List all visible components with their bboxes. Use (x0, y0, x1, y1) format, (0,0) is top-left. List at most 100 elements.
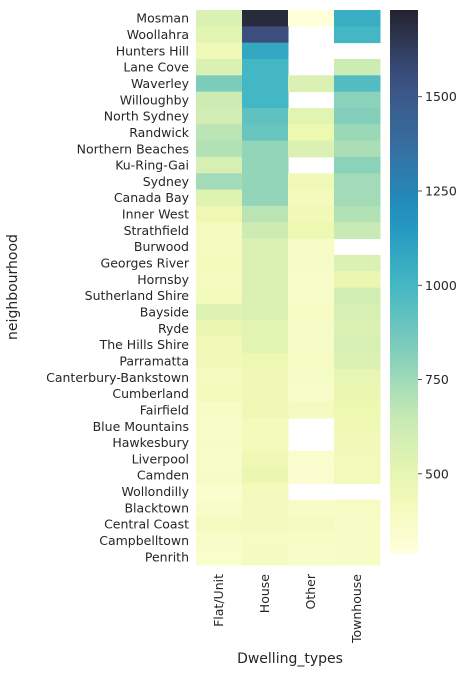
y-axis-label: neighbourhood (5, 234, 21, 340)
y-tick-label: Blacktown (124, 500, 189, 515)
y-tick-label: Sutherland Shire (85, 288, 190, 303)
heatmap-cell (196, 418, 243, 435)
heatmap-cell (288, 205, 335, 223)
heatmap-cell (196, 124, 243, 142)
heatmap-cell (334, 91, 381, 109)
heatmap-cell (242, 287, 289, 305)
heatmap-cell (288, 189, 335, 207)
heatmap-cell (242, 107, 289, 125)
y-tick-label: Mosman (136, 11, 189, 26)
heatmap-cell (196, 499, 243, 517)
x-tick-label: House (257, 574, 272, 613)
heatmap-cell (242, 58, 289, 76)
y-tick-label: Wollondilly (121, 484, 189, 499)
heatmap-cell (288, 287, 335, 305)
heatmap-cell (334, 303, 381, 321)
heatmap-cell (196, 26, 243, 44)
heatmap-cell (242, 303, 289, 321)
heatmap-cell (242, 401, 289, 419)
heatmap-cell (242, 450, 289, 468)
heatmap-cell (196, 303, 243, 321)
heatmap-cell (196, 352, 243, 370)
heatmap-cell (334, 222, 381, 240)
heatmap-cell (334, 401, 381, 419)
heatmap-cell (334, 140, 381, 158)
colorbar-ticks: 500 750 1000 1250 1500 (418, 89, 457, 481)
heatmap-cell (196, 320, 243, 337)
y-tick-label: Waverley (131, 76, 190, 91)
heatmap-cell (242, 189, 289, 207)
heatmap-cell (334, 287, 381, 305)
heatmap-cell (288, 401, 335, 419)
heatmap-cell (288, 254, 335, 272)
heatmap-cell (196, 75, 243, 93)
heatmap-cell (242, 369, 289, 386)
heatmap-cell (196, 222, 243, 240)
y-tick-label: Georges River (101, 256, 190, 271)
y-tick-label: Sydney (143, 174, 190, 189)
heatmap-cell (242, 548, 289, 566)
heatmap-cell (288, 369, 335, 386)
heatmap-cell (196, 58, 243, 76)
heatmap-cell (196, 271, 243, 288)
x-axis-label: Dwelling_types (237, 651, 343, 667)
heatmap-cell (196, 140, 243, 158)
heatmap-cell (288, 10, 335, 27)
heatmap-cell (288, 238, 335, 256)
heatmap-cell (288, 450, 335, 468)
heatmap-cell (196, 173, 243, 191)
y-tick-label: Fairfield (140, 402, 189, 417)
colorbar-gradient (390, 10, 418, 553)
x-tick-label: Townhouse (349, 574, 364, 644)
heatmap-cell (288, 124, 335, 142)
heatmap-cell (196, 238, 243, 256)
heatmap-cell (242, 320, 289, 337)
heatmap-cell (196, 369, 243, 386)
heatmap-cell (242, 385, 289, 403)
heatmap-cell (334, 450, 381, 468)
heatmap-cell (288, 548, 335, 566)
heatmap-cell (242, 26, 289, 44)
heatmap-cell (242, 434, 289, 452)
heatmap-cell (242, 271, 289, 288)
heatmap-cell (196, 385, 243, 403)
heatmap-cell (196, 254, 243, 272)
heatmap-cell (242, 205, 289, 223)
y-tick-label: Canada Bay (114, 190, 190, 205)
heatmap-cell (196, 287, 243, 305)
heatmap-cell (334, 418, 381, 435)
y-tick-label: Hunters Hill (116, 43, 189, 58)
heatmap-cell (196, 450, 243, 468)
heatmap-cell (334, 75, 381, 93)
heatmap-cell (242, 499, 289, 517)
heatmap-cell (288, 303, 335, 321)
y-tick-label: Canterbury-Bankstown (46, 370, 189, 385)
y-tick-label: Camden (137, 468, 189, 483)
heatmap-cell (196, 336, 243, 354)
heatmap-cell (288, 352, 335, 370)
heatmap-cell (242, 516, 289, 533)
heatmap-cell (288, 336, 335, 354)
heatmap-cell (334, 532, 381, 550)
heatmap-cell (242, 222, 289, 240)
heatmap-cell (288, 222, 335, 240)
heatmap-cell (334, 499, 381, 517)
y-tick-label: Willoughby (120, 92, 190, 107)
heatmap-cell (288, 499, 335, 517)
heatmap-cell (334, 173, 381, 191)
colorbar: 500 750 1000 1250 1500 (390, 10, 457, 553)
heatmap-cell (288, 140, 335, 158)
heatmap-cell (334, 10, 381, 27)
heatmap-cell (196, 42, 243, 60)
heatmap-cell (242, 91, 289, 109)
heatmap-cell (242, 124, 289, 142)
colorbar-tick-label: 1500 (425, 89, 457, 104)
heatmap-cell (334, 385, 381, 403)
heatmap-cell (288, 107, 335, 125)
heatmap-cell (334, 26, 381, 44)
heatmap-cell (196, 467, 243, 484)
x-tick-label: Flat/Unit (211, 574, 226, 627)
heatmap-cell (196, 516, 243, 533)
